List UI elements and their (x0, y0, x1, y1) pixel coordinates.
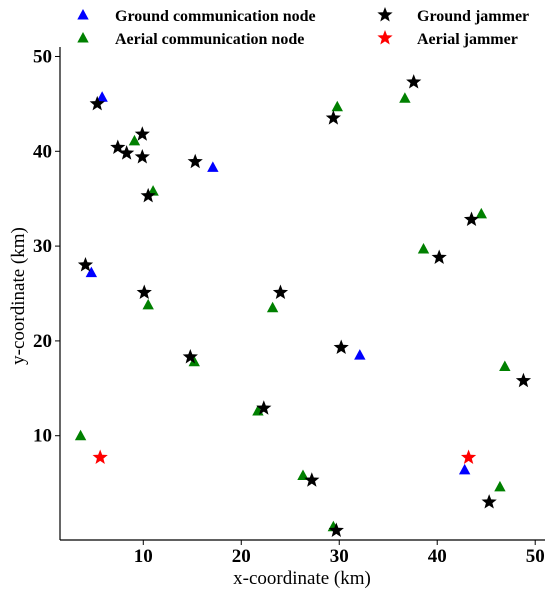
x-axis-ticks: 10 20 30 40 50 (134, 540, 545, 567)
triangle-point (331, 100, 343, 112)
star-point (463, 211, 480, 227)
star-point (140, 187, 156, 203)
legend-marker-0 (77, 9, 89, 20)
x-tick-label: 10 (134, 546, 153, 567)
triangle-point (499, 360, 511, 372)
star-point (406, 74, 422, 89)
triangle-point (142, 298, 154, 310)
star-point (272, 284, 289, 300)
x-tick-label: 50 (526, 546, 545, 567)
triangle-point (128, 134, 141, 146)
triangle-point (494, 480, 506, 492)
star-point (134, 148, 150, 164)
star-point (481, 494, 497, 509)
star-point (515, 372, 532, 388)
legend-marker-2 (377, 7, 393, 22)
triangle-point (417, 242, 430, 254)
triangle-point (297, 469, 309, 481)
series-3 (92, 449, 477, 464)
y-tick-label: 50 (33, 46, 52, 67)
series-0 (85, 91, 471, 475)
star-point (110, 139, 126, 154)
legend-label-2: Ground jammer (417, 8, 529, 25)
x-axis-label: x-coordinate (km) (233, 568, 371, 589)
star-point (119, 145, 135, 160)
legend-label-0: Ground communication node (115, 8, 316, 25)
star-point (256, 400, 272, 415)
star-point (460, 449, 477, 464)
triangle-point (354, 349, 366, 360)
star-point (304, 472, 320, 487)
y-tick-label: 40 (33, 141, 52, 162)
y-axis-ticks: 10 20 30 40 50 (33, 46, 60, 447)
star-point (182, 349, 198, 364)
series-1 (74, 92, 511, 532)
legend-marker-3 (377, 30, 393, 45)
star-point (333, 339, 349, 355)
triangle-point (85, 266, 98, 278)
star-point (431, 249, 447, 264)
y-tick-label: 10 (33, 426, 52, 447)
y-tick-label: 30 (33, 236, 52, 257)
triangle-point (475, 207, 488, 219)
triangle-point (266, 301, 279, 313)
legend-marker-1 (77, 32, 89, 43)
x-tick-label: 30 (330, 546, 349, 567)
star-point (325, 110, 341, 125)
triangle-point (74, 429, 87, 441)
y-axis-label: y-coordinate (km) (8, 227, 29, 365)
star-point (77, 257, 94, 272)
series-2 (77, 74, 532, 537)
star-point (92, 449, 108, 464)
triangle-point (207, 161, 219, 172)
x-tick-label: 20 (232, 546, 251, 567)
plot-area (59, 47, 545, 541)
star-point (136, 284, 152, 300)
triangle-point (147, 185, 159, 196)
legend: Ground communication node Aerial communic… (77, 7, 529, 48)
star-point (187, 153, 203, 169)
legend-label-1: Aerial communication node (115, 31, 304, 48)
x-tick-label: 40 (428, 546, 447, 567)
star-point (328, 522, 344, 537)
triangle-point (96, 91, 108, 102)
star-point (134, 126, 150, 141)
triangle-point (399, 92, 411, 103)
y-tick-label: 20 (33, 331, 52, 352)
legend-label-3: Aerial jammer (417, 31, 518, 48)
triangle-point (458, 463, 471, 475)
star-point (89, 95, 105, 111)
